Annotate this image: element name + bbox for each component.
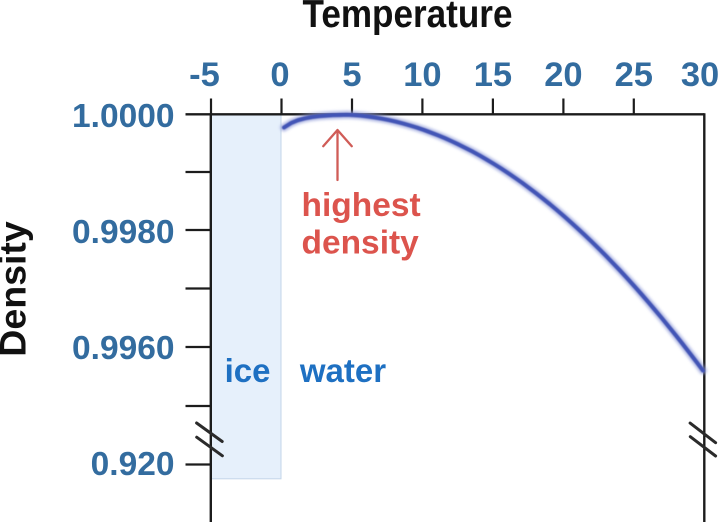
svg-text:10: 10: [403, 56, 441, 94]
svg-text:15: 15: [474, 56, 512, 94]
svg-text:5: 5: [342, 56, 361, 94]
svg-text:0.920: 0.920: [91, 446, 175, 483]
svg-text:-5: -5: [189, 56, 220, 94]
svg-text:30: 30: [681, 56, 719, 94]
svg-text:25: 25: [615, 56, 653, 94]
svg-text:1.0000: 1.0000: [72, 98, 174, 135]
svg-text:highest: highest: [302, 187, 421, 224]
svg-text:water: water: [299, 352, 386, 389]
svg-text:20: 20: [544, 56, 582, 94]
svg-text:Temperature: Temperature: [303, 0, 513, 36]
svg-text:0.9980: 0.9980: [72, 214, 174, 251]
svg-text:0: 0: [270, 56, 289, 94]
svg-text:Density: Density: [0, 221, 33, 357]
svg-text:0.9960: 0.9960: [72, 330, 174, 367]
svg-text:density: density: [302, 225, 420, 262]
svg-text:ice: ice: [225, 352, 271, 389]
